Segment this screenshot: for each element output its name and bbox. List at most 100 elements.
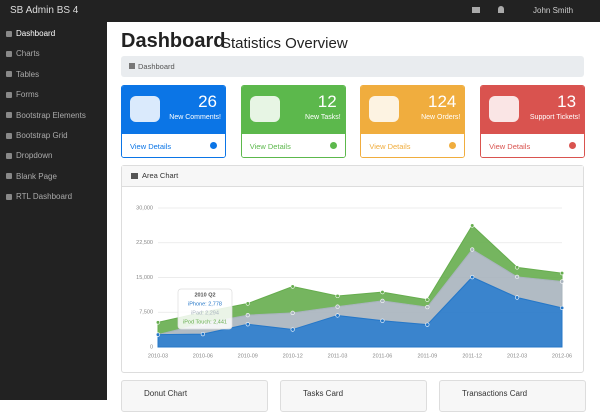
point — [335, 313, 340, 318]
point — [245, 301, 250, 306]
point — [380, 290, 385, 295]
sidebar-label: Charts — [16, 49, 40, 59]
stat-card: 124 New Orders! View Details — [360, 85, 466, 158]
card-label: New Tasks! — [305, 114, 341, 121]
card-count: 124 — [428, 92, 457, 111]
sidebar: Dashboard Charts Tables Forms Bootstrap Elem… — [0, 22, 107, 400]
card-icon — [249, 96, 280, 122]
tooltip-line: iPod Touch: 2,441 — [183, 319, 227, 325]
card-label: Support Tickets! — [529, 114, 581, 121]
x-tick-label: 2012-06 — [552, 353, 572, 359]
x-tick-label: 2011-09 — [417, 353, 437, 359]
card-title: Transactions Card — [462, 389, 528, 398]
point — [290, 284, 295, 289]
breadcrumb-icon — [129, 63, 135, 69]
brand[interactable]: SB Admin BS 4 — [10, 5, 79, 16]
x-tick-label: 2010-09 — [238, 353, 258, 359]
sidebar-icon — [6, 132, 12, 139]
sidebar-item[interactable]: Bootstrap Elements — [6, 111, 86, 120]
view-details[interactable]: View Details — [249, 142, 291, 151]
y-tick-label: 7,500 — [139, 310, 153, 316]
user-menu[interactable]: John Smith — [533, 6, 574, 15]
card-count: 13 — [557, 92, 577, 111]
arrow-icon — [329, 142, 337, 149]
point — [425, 297, 430, 302]
breadcrumb-item[interactable]: Dashboard — [138, 62, 175, 71]
x-tick-label: 2011-03 — [328, 353, 348, 359]
point — [200, 332, 205, 337]
x-tick-label: 2011-06 — [373, 353, 393, 359]
sidebar-icon — [6, 30, 12, 37]
card-title: Donut Chart — [144, 389, 188, 398]
y-tick-label: 0 — [150, 344, 153, 350]
y-tick-label: 22,500 — [136, 240, 153, 246]
card-body: 26 New Comments! — [122, 86, 225, 134]
tooltip-line: iPad: 2,294 — [191, 310, 219, 316]
point — [425, 304, 430, 310]
sidebar-icon — [6, 152, 12, 159]
bell-icon[interactable] — [498, 6, 504, 13]
chart-card — [121, 165, 584, 373]
card-count: 12 — [317, 92, 337, 111]
point — [245, 322, 250, 327]
sidebar-icon — [6, 71, 12, 78]
card-label: New Comments! — [169, 114, 221, 121]
card-title: Tasks Card — [303, 389, 344, 398]
arrow-icon — [569, 142, 577, 149]
card-footer[interactable]: View Details — [122, 134, 225, 157]
y-tick-label: 15,000 — [136, 275, 153, 281]
sidebar-label: RTL Dashboard — [16, 192, 73, 202]
tooltip-title: 2010 Q2 — [194, 292, 215, 298]
y-tick-label: 30,000 — [136, 205, 153, 211]
card-body: 13 Support Tickets! — [481, 86, 585, 134]
sidebar-item[interactable]: Tables — [6, 70, 39, 79]
breadcrumb: Dashboard — [121, 56, 584, 77]
x-tick-label: 2010-12 — [283, 353, 303, 359]
page-title: Dashboard — [121, 30, 226, 52]
point — [515, 274, 520, 279]
sidebar-item[interactable]: Forms — [6, 90, 39, 99]
mail-icon[interactable] — [472, 7, 480, 13]
view-details[interactable]: View Details — [369, 142, 411, 151]
sidebar-icon — [6, 91, 12, 98]
point — [380, 298, 385, 303]
card-footer[interactable]: View Details — [361, 134, 465, 157]
sidebar-label: Tables — [16, 69, 40, 79]
card-icon — [369, 96, 400, 122]
point — [559, 279, 565, 284]
card-footer[interactable]: View Details — [241, 134, 345, 157]
stat-card: 13 Support Tickets! View Details — [480, 85, 586, 158]
point — [470, 223, 475, 228]
sidebar-item[interactable]: Dashboard — [6, 29, 55, 38]
card-icon — [130, 96, 160, 122]
sidebar-label: Bootstrap Elements — [16, 110, 86, 120]
area — [157, 276, 563, 348]
point — [335, 304, 340, 309]
point — [515, 265, 520, 270]
point — [335, 293, 340, 299]
sidebar-label: Bootstrap Grid — [16, 131, 68, 140]
sidebar-item[interactable]: Charts — [6, 49, 40, 58]
view-details[interactable]: View Details — [489, 142, 531, 151]
sidebar-item[interactable]: Bootstrap Grid — [6, 131, 68, 140]
card-label: New Orders! — [421, 114, 461, 121]
point — [290, 310, 295, 315]
sidebar-label: Dashboard — [16, 29, 56, 38]
card-icon — [489, 96, 520, 122]
area-chart: Area Chart 0 7,500 15,000 22,500 30,000 2010-… — [131, 171, 572, 359]
point — [380, 318, 385, 323]
card-footer[interactable]: View Details — [481, 134, 585, 157]
sidebar-icon — [6, 50, 12, 57]
card-body: 124 New Orders! — [361, 86, 465, 134]
point — [470, 275, 475, 280]
point — [559, 305, 565, 311]
sidebar-item[interactable]: Dropdown — [6, 151, 52, 160]
tooltip-line: iPhone: 2,778 — [188, 301, 222, 307]
sidebar-item[interactable]: Blank Page — [6, 172, 57, 181]
point — [155, 332, 161, 337]
sidebar-item[interactable]: RTL Dashboard — [6, 192, 72, 201]
x-tick-label: 2010-06 — [193, 353, 213, 359]
page-subtitle: Statistics Overview — [221, 35, 348, 52]
view-details[interactable]: View Details — [130, 142, 172, 151]
